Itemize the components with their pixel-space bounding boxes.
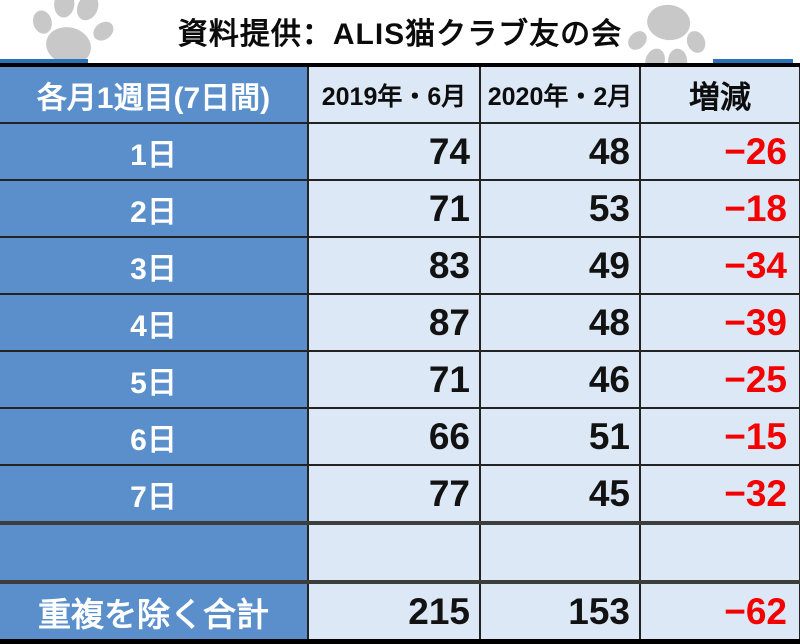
table-row-empty — [0, 521, 800, 583]
day-label-cell: 1日 — [0, 122, 309, 181]
day-label-cell: 2日 — [0, 179, 309, 238]
table-row: 3日 83 49 −34 — [0, 236, 800, 295]
table-row: 1日 74 48 −26 — [0, 122, 800, 181]
day-label-cell: 5日 — [0, 350, 309, 409]
value-2020-cell: 49 — [479, 236, 641, 295]
diff-cell: −39 — [639, 293, 800, 352]
value-2019-cell: 87 — [307, 293, 481, 352]
attendance-table: 各月1週目(7日間) 2019年・6月 2020年・2月 増減 1日 74 48… — [0, 63, 800, 644]
value-2020-cell: 45 — [479, 464, 641, 524]
diff-cell: −25 — [639, 350, 800, 409]
value-2019-cell: 74 — [307, 122, 481, 181]
day-label-cell: 3日 — [0, 236, 309, 295]
day-label-cell: 7日 — [0, 464, 309, 524]
value-2020-cell: 48 — [479, 122, 641, 181]
value-2020-cell: 48 — [479, 293, 641, 352]
table-row: 7日 77 45 −32 — [0, 464, 800, 524]
value-2020-cell: 53 — [479, 179, 641, 238]
column-header-diff: 増減 — [639, 64, 800, 124]
value-2019-cell: 71 — [307, 179, 481, 238]
value-2019-cell: 71 — [307, 350, 481, 409]
value-2020-cell: 46 — [479, 350, 641, 409]
value-2019-cell: 83 — [307, 236, 481, 295]
table-total-row: 重複を除く合計 215 153 −62 — [0, 580, 800, 643]
value-2019-cell — [307, 521, 481, 583]
total-2019-cell: 215 — [307, 580, 481, 643]
value-2019-cell: 66 — [307, 407, 481, 466]
blue-accent-line — [713, 59, 793, 63]
diff-cell: −26 — [639, 122, 800, 181]
column-header-2020: 2020年・2月 — [479, 64, 641, 124]
paw-print-icon — [628, 4, 706, 75]
total-2020-cell: 153 — [479, 580, 641, 643]
paw-print-icon — [32, 0, 114, 65]
day-label-cell: 6日 — [0, 407, 309, 466]
value-2020-cell — [479, 521, 641, 583]
diff-cell: −15 — [639, 407, 800, 466]
value-2020-cell: 51 — [479, 407, 641, 466]
blue-accent-line — [0, 59, 88, 63]
diff-cell: −34 — [639, 236, 800, 295]
total-diff-cell: −62 — [639, 580, 800, 643]
page-title: 資料提供：ALIS猫クラブ友の会 — [177, 18, 623, 51]
table-row: 4日 87 48 −39 — [0, 293, 800, 352]
diff-cell: −32 — [639, 464, 800, 524]
table-row: 6日 66 51 −15 — [0, 407, 800, 466]
day-label-cell: 4日 — [0, 293, 309, 352]
column-header-2019: 2019年・6月 — [307, 64, 481, 124]
corner-header-cell: 各月1週目(7日間) — [0, 64, 309, 124]
table-row: 5日 71 46 −25 — [0, 350, 800, 409]
day-label-cell — [0, 521, 309, 583]
diff-cell: −18 — [639, 179, 800, 238]
table-header-row: 各月1週目(7日間) 2019年・6月 2020年・2月 増減 — [0, 64, 800, 124]
table-row: 2日 71 53 −18 — [0, 179, 800, 238]
value-2019-cell: 77 — [307, 464, 481, 524]
diff-cell — [639, 521, 800, 583]
total-label-cell: 重複を除く合計 — [0, 580, 309, 643]
